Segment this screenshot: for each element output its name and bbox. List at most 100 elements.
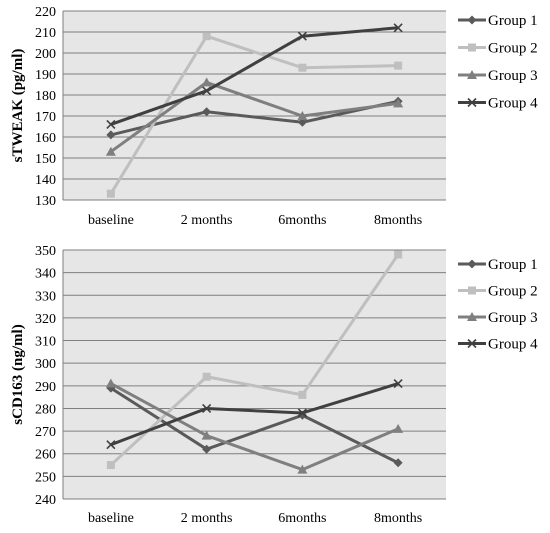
data-point [202,403,212,414]
y-tick-label: 190 [35,68,56,83]
legend-item: Group 3 [458,310,538,326]
legend-label: Group 3 [488,68,538,84]
data-point [393,423,404,433]
data-point [394,250,403,259]
series-line [109,80,399,153]
legend-label: Group 3 [488,310,538,326]
data-point [201,77,212,87]
series-group-4 [106,23,403,129]
data-point [298,63,307,72]
y-tick-label: 300 [35,357,56,372]
legend-marker [467,259,477,269]
y-axis-label: sCD163 (ng/ml) [10,324,26,424]
y-tick-label: 150 [35,152,56,167]
y-tick-label: 220 [35,5,56,20]
stweak-chart: 130 140 150 160 170 180 190 200 210 220 baseline 2 … [10,5,538,228]
data-point [202,444,212,454]
y-axis-label: sTWEAK (pg/ml) [10,49,26,163]
y-tick-label: 280 [35,402,56,417]
y-tick-label: 350 [35,244,56,259]
x-tick-label: baseline [88,213,134,228]
data-point [298,390,307,399]
y-tick-label: 170 [35,110,56,125]
legend-marker [467,97,477,108]
x-tick-label: 2 months [181,213,233,228]
data-point [106,189,115,198]
data-point [202,86,212,96]
series-line [110,99,399,137]
data-point [106,461,115,470]
legend-label: Group 4 [488,337,538,353]
y-tick-label: 340 [35,267,56,282]
data-point [106,130,116,140]
y-tick-label: 260 [35,448,56,463]
y-tick-label: 200 [35,47,56,62]
y-tick-label: 240 [35,493,56,508]
data-point [393,458,403,468]
series-line [110,382,399,472]
series-group-2 [106,250,403,470]
data-point [297,111,308,120]
data-point [105,378,116,388]
x-tick-label: 6months [278,213,326,228]
legend-label: Group 4 [488,96,538,112]
x-tick-label: baseline [88,511,134,526]
series-group-3 [105,77,404,156]
y-tick-label: 140 [35,173,56,188]
y-tick-label: 270 [35,425,56,440]
legend-item: Group 1 [458,257,538,273]
legend-marker [468,43,476,52]
plot-area [63,250,446,499]
data-point [202,372,211,381]
y-tick-label: 210 [35,26,56,41]
x-tick-label: 2 months [181,511,233,526]
legend-marker [468,286,476,295]
data-point [202,107,212,117]
data-point [393,378,403,389]
legend-item: Group 2 [458,41,538,57]
series-group-2 [106,32,403,198]
data-point [297,117,307,127]
series-line [109,253,400,467]
series-line [110,386,399,465]
data-point [202,32,211,41]
legend-item: Group 4 [458,337,538,353]
y-tick-label: 180 [35,89,56,104]
data-point [393,98,404,108]
legend-marker [467,15,477,25]
legend-item: Group 3 [458,68,538,84]
data-point [105,146,116,156]
data-point [393,23,403,33]
y-tick-label: 250 [35,470,56,485]
data-point [297,464,308,474]
legend-label: Group 2 [488,41,538,57]
data-point [297,31,307,41]
legend-item: Group 4 [458,96,538,112]
legend-label: Group 2 [488,284,538,300]
x-tick-label: 8months [374,213,422,228]
x-tick-label: 8months [374,511,422,526]
series-line [110,26,399,126]
data-point [106,440,116,450]
y-tick-label: 130 [35,194,56,209]
legend-label: Group 1 [488,13,538,29]
y-tick-label: 330 [35,289,56,304]
y-tick-label: 320 [35,312,56,327]
y-tick-label: 290 [35,380,56,395]
data-point [394,61,403,70]
y-tick-label: 310 [35,335,56,350]
legend-marker [467,338,477,349]
scd163-chart: 240 250 260 270 280 290 300 310 320 330 340 350 base… [10,244,538,526]
x-tick-label: 6months [278,511,326,526]
series-group-3 [105,378,404,474]
y-tick-label: 160 [35,131,56,146]
series-group-4 [106,378,403,450]
legend-marker [467,70,477,79]
legend-item: Group 2 [458,284,538,300]
data-point [106,119,116,129]
series-group-1 [106,96,403,140]
series-line [110,382,399,447]
legend-label: Group 1 [488,257,538,273]
legend-item: Group 1 [458,13,538,29]
